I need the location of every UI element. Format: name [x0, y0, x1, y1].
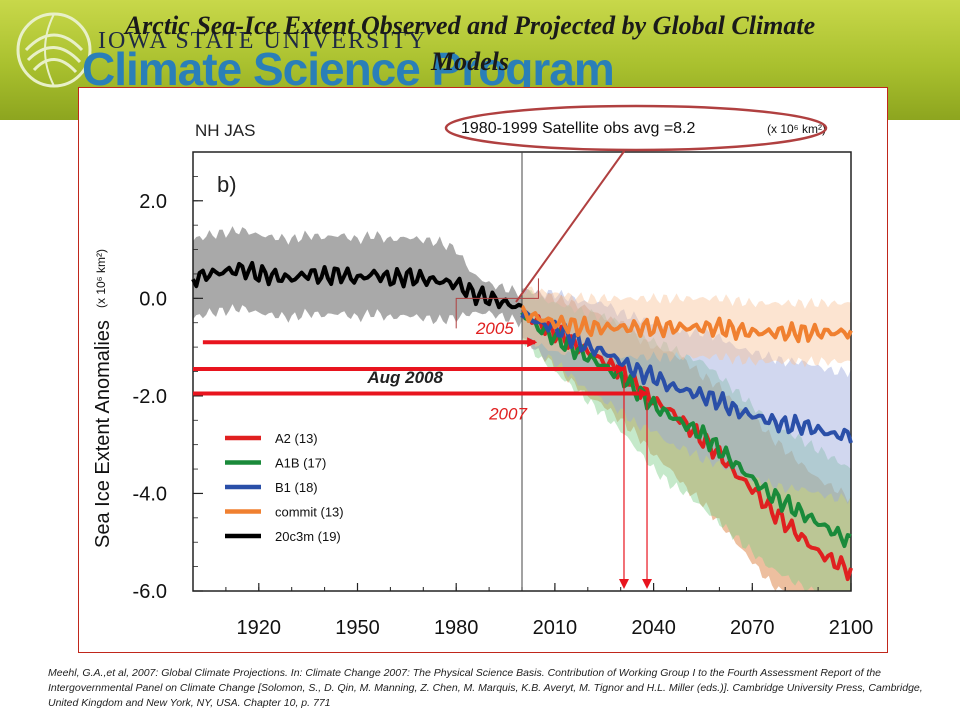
y-tick-label: -4.0	[133, 483, 167, 505]
annotations-layer: 2005 Aug 2008 2007	[193, 278, 653, 589]
figure-frame: 2005 Aug 2008 2007 NH JAS b) 1980-1999 Sat…	[78, 87, 888, 653]
x-tick-label: 2100	[829, 617, 874, 639]
bracket-marker	[455, 278, 539, 329]
y-tick-label: 2.0	[139, 191, 167, 213]
band-b1	[522, 288, 851, 505]
y-tick-label: -6.0	[133, 581, 167, 603]
university-name: IOWA STATE UNIVERSITY	[98, 28, 428, 54]
legend-label: 20c3m (19)	[275, 529, 341, 544]
satellite-note: 1980-1999 Satellite obs avg =8.2	[461, 120, 696, 137]
chart-text-layer: NH JAS b) 1980-1999 Satellite obs avg =8…	[92, 120, 873, 639]
series-lines	[191, 261, 853, 582]
legend-label: A2 (13)	[275, 431, 318, 446]
panel-letter: b)	[217, 172, 237, 197]
program-name: Climate Science Program	[82, 43, 615, 95]
panel-label: NH JAS	[195, 121, 255, 140]
annotation-label: 2005	[475, 319, 514, 338]
legend-label: B1 (18)	[275, 480, 318, 495]
annotation-label: 2007	[488, 404, 527, 423]
slide-title: Arctic Sea-Ice Extent Observed and Proje…	[124, 11, 816, 76]
series-line-commit	[520, 304, 853, 344]
satellite-units: (x 10⁶ km²)	[767, 122, 826, 136]
y-axis-units: (x 10⁶ km²)	[94, 249, 108, 308]
legend-label: A1B (17)	[275, 456, 326, 471]
y-tick-label: -2.0	[133, 386, 167, 408]
annotation-label: Aug 2008	[366, 368, 443, 387]
axes-frame	[192, 151, 852, 592]
series-line-20c3m	[191, 261, 523, 310]
sea-ice-chart: 2005 Aug 2008 2007 NH JAS b) 1980-1999 Sat…	[92, 104, 873, 639]
highlight-ellipse	[444, 104, 828, 152]
x-tick-label: 1980	[434, 617, 479, 639]
x-tick-label: 2070	[730, 617, 775, 639]
citation-text: Meehl, G.A.,et al, 2007: Global Climate …	[48, 667, 923, 709]
x-tick-label: 1950	[335, 617, 380, 639]
callout-line	[515, 149, 626, 303]
y-tick-label: 0.0	[139, 288, 167, 310]
x-tick-label: 2010	[533, 617, 578, 639]
x-tick-label: 2040	[631, 617, 676, 639]
globe-logo-icon	[16, 12, 92, 88]
x-tick-label: 1920	[237, 617, 281, 639]
band-commit	[522, 286, 851, 368]
series-line-a1b	[520, 311, 852, 548]
y-axis-label: Sea Ice Extent Anomalies	[92, 320, 114, 548]
legend-label: commit (13)	[275, 505, 344, 520]
